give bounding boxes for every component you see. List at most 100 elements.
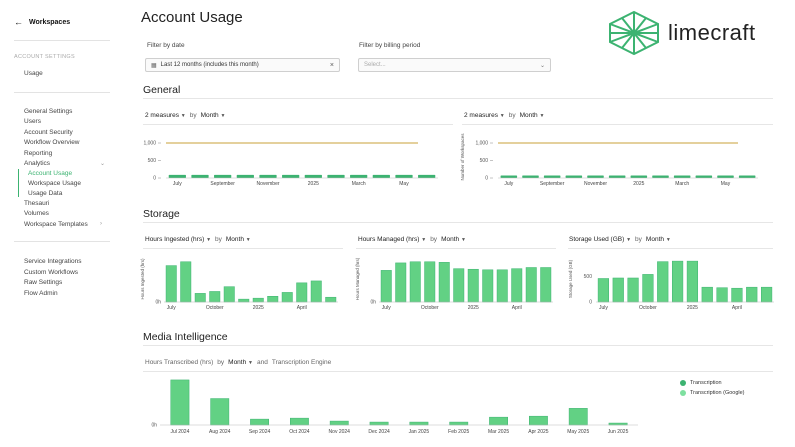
sidebar-item-analytics[interactable]: Analytics [24, 160, 51, 167]
bar [738, 175, 756, 178]
y-tick-label: 0 [485, 176, 488, 182]
period-dropdown[interactable]: Month ▼ [225, 236, 251, 243]
legend-dot-icon [680, 380, 686, 386]
bar [395, 174, 413, 178]
y-axis-label: Storage Used (GB) [568, 259, 573, 298]
bar [529, 415, 548, 426]
limecraft-logo: limecraft [608, 10, 756, 56]
bar [170, 379, 190, 426]
media-controls: Hours Transcribed (hrs) by Month ▼ and T… [145, 359, 331, 366]
x-tick-label: July [599, 305, 608, 311]
clear-icon[interactable]: × [329, 61, 334, 69]
bar [608, 175, 626, 178]
sidebar-item-usage-data[interactable]: Usage Data [28, 190, 63, 197]
bar [522, 175, 539, 178]
x-tick-label: 2025 [468, 305, 479, 311]
bar [194, 293, 206, 303]
sidebar-item-usage[interactable]: Usage [24, 70, 43, 77]
x-tick-label: July [382, 305, 391, 311]
period-dropdown[interactable]: Month ▼ [228, 359, 253, 366]
arrow-left-icon: ← [14, 17, 23, 27]
y-axis-label: Hours Managed (hrs) [355, 257, 360, 300]
bar [267, 296, 279, 303]
sidebar-item-account-security[interactable]: Account Security [24, 129, 73, 136]
sidebar-item-custom-workflows[interactable]: Custom Workflows [24, 269, 79, 276]
y-axis-label: Hours Ingested (hrs) [140, 258, 145, 300]
bar [281, 292, 293, 303]
by-label: by [508, 112, 516, 119]
bar [304, 174, 322, 178]
sidebar-item-workflow-overview[interactable]: Workflow Overview [24, 139, 80, 146]
measures-dropdown[interactable]: 2 measures ▼ [464, 112, 505, 119]
measure-dropdown[interactable]: Storage Used (GB) ▼ [569, 236, 632, 243]
filter-date-select[interactable]: ▦ Last 12 months (includes this month) × [145, 58, 340, 72]
x-tick-label: July [167, 305, 176, 311]
bar [223, 286, 235, 303]
general-left-chart: 1,000 500 0 July September November 2025 March M… [143, 141, 438, 187]
y-tick-label: 500 [148, 158, 157, 164]
by-label: by [635, 236, 642, 243]
bar [310, 280, 322, 303]
bar [511, 268, 523, 303]
general-right-controls: 2 measures ▼ by Month ▼ [464, 112, 544, 119]
bar [369, 421, 389, 426]
legend-item[interactable]: Transcription (Google) [680, 390, 745, 396]
chevron-down-icon[interactable]: ⌄ [100, 161, 106, 167]
divider [143, 98, 773, 99]
sidebar-item-general-settings[interactable]: General Settings [24, 108, 73, 115]
storage-chart-1-controls: Hours Ingested (hrs) ▼ by Month ▼ [145, 236, 251, 243]
sidebar-item-flow-admin[interactable]: Flow Admin [24, 290, 58, 297]
bar [500, 175, 518, 178]
calendar-icon: ▦ [151, 62, 157, 69]
bar [612, 277, 624, 303]
section-title-storage: Storage [143, 208, 180, 220]
period-dropdown[interactable]: Month ▼ [519, 112, 545, 119]
divider [143, 222, 773, 223]
filter-billing-select[interactable]: Select... ⌄ [358, 58, 551, 72]
bar [327, 174, 345, 178]
bar [409, 261, 421, 303]
back-to-workspaces-link[interactable]: ← Workspaces [14, 18, 70, 27]
engine-dropdown[interactable]: Transcription Engine [271, 359, 332, 366]
x-tick-label: September [210, 181, 235, 187]
x-tick-label: May [399, 181, 409, 187]
x-tick-label: October [639, 305, 657, 311]
measure-dropdown[interactable]: Hours Ingested (hrs) ▼ [145, 236, 212, 243]
sidebar-item-workspace-usage[interactable]: Workspace Usage [28, 180, 81, 187]
sidebar-item-service-integrations[interactable]: Service Integrations [24, 258, 82, 265]
sidebar-item-thesauri[interactable]: Thesauri [24, 200, 50, 207]
sidebar-item-account-usage[interactable]: Account Usage [28, 170, 73, 177]
sidebar-item-raw-settings[interactable]: Raw Settings [24, 279, 63, 286]
divider [143, 248, 343, 249]
x-tick-label: 2025 [308, 181, 319, 187]
period-dropdown[interactable]: Month ▼ [441, 236, 466, 243]
bar [395, 262, 407, 303]
measure-dropdown[interactable]: Hours Managed (hrs) ▼ [358, 236, 427, 243]
x-tick-label: Sep 2024 [249, 429, 271, 435]
bar [731, 287, 743, 303]
period-dropdown[interactable]: Month ▼ [200, 112, 226, 119]
bar [350, 174, 368, 178]
sidebar-item-workspace-templates[interactable]: Workspace Templates [24, 221, 88, 228]
bar [329, 420, 349, 426]
y-tick-label: 0 [153, 176, 156, 182]
bar [180, 261, 192, 303]
x-tick-label: Nov 2024 [329, 429, 351, 435]
legend-label: Transcription (Google) [690, 390, 745, 396]
legend-item[interactable]: Transcription [680, 380, 745, 386]
period-dropdown[interactable]: Month ▼ [645, 236, 671, 243]
bar [252, 297, 264, 303]
filter-date-label: Filter by date [147, 42, 185, 49]
sidebar-item-users[interactable]: Users [24, 118, 41, 125]
sidebar-item-volumes[interactable]: Volumes [24, 210, 49, 217]
x-tick-label: May [721, 181, 731, 187]
storage-chart-2-controls: Hours Managed (hrs) ▼ by Month ▼ [358, 236, 466, 243]
sidebar-item-reporting[interactable]: Reporting [24, 150, 53, 157]
section-title-general: General [143, 84, 181, 96]
measures-dropdown[interactable]: 2 measures ▼ [145, 112, 186, 119]
x-tick-label: Feb 2025 [448, 429, 469, 435]
chevron-right-icon[interactable]: › [100, 221, 102, 227]
measure-label: Hours Transcribed (hrs) [145, 359, 214, 366]
bar [209, 291, 221, 303]
bar [380, 270, 392, 303]
